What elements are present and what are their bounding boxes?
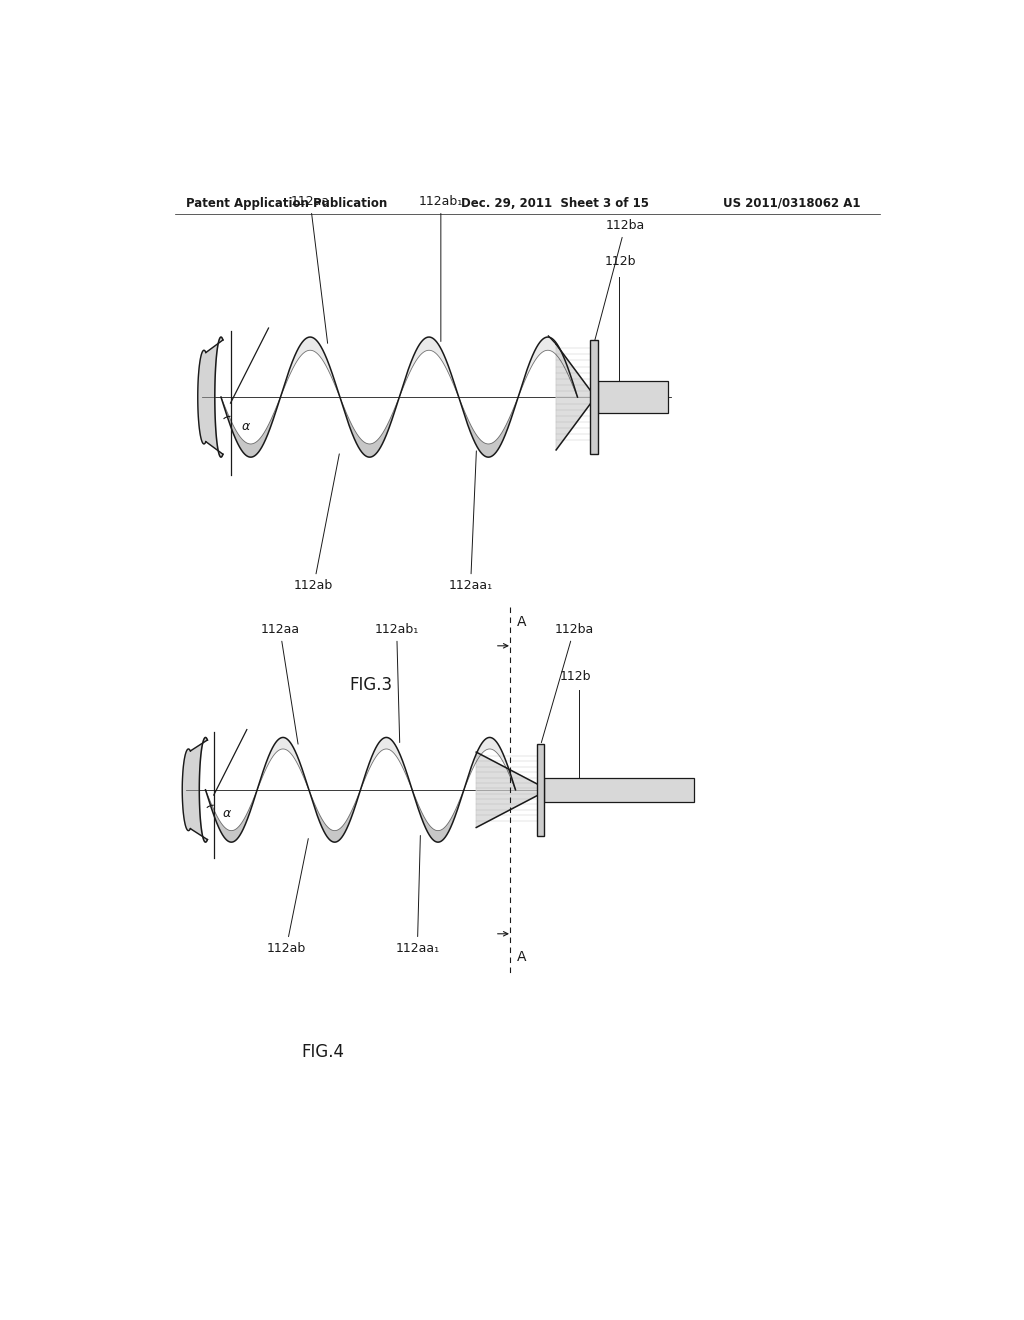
Polygon shape <box>518 337 578 397</box>
Text: 112ba: 112ba <box>595 219 645 341</box>
Polygon shape <box>399 337 459 397</box>
Text: A: A <box>516 615 526 630</box>
Polygon shape <box>556 345 592 450</box>
Polygon shape <box>476 752 539 828</box>
Text: 112ba: 112ba <box>542 623 594 743</box>
Text: α: α <box>242 420 250 433</box>
Text: α: α <box>223 807 231 820</box>
Polygon shape <box>281 337 340 397</box>
Polygon shape <box>198 337 223 457</box>
Polygon shape <box>182 738 208 842</box>
Bar <box>537 743 545 836</box>
Text: A: A <box>516 950 526 965</box>
Polygon shape <box>340 397 399 457</box>
Bar <box>545 777 693 801</box>
Polygon shape <box>309 789 360 842</box>
Polygon shape <box>360 738 413 789</box>
Polygon shape <box>257 738 309 789</box>
Text: US 2011/0318062 A1: US 2011/0318062 A1 <box>723 197 860 210</box>
Text: 112ab: 112ab <box>266 838 308 956</box>
Text: FIG.4: FIG.4 <box>302 1043 345 1060</box>
Polygon shape <box>206 789 257 842</box>
Text: FIG.3: FIG.3 <box>349 676 392 694</box>
Text: 112ab: 112ab <box>294 454 339 593</box>
Text: 112b: 112b <box>560 669 592 682</box>
Polygon shape <box>413 789 464 842</box>
Text: Dec. 29, 2011  Sheet 3 of 15: Dec. 29, 2011 Sheet 3 of 15 <box>461 197 649 210</box>
Bar <box>598 381 668 413</box>
Bar <box>590 341 598 454</box>
Polygon shape <box>464 738 515 789</box>
Text: 112aa: 112aa <box>260 623 299 744</box>
Text: 112aa₁: 112aa₁ <box>395 836 439 956</box>
Text: 112ab₁: 112ab₁ <box>419 195 463 342</box>
Polygon shape <box>221 397 281 457</box>
Polygon shape <box>459 397 518 457</box>
Text: Patent Application Publication: Patent Application Publication <box>186 197 387 210</box>
Text: 112aa: 112aa <box>291 195 330 343</box>
Text: 112b: 112b <box>605 255 637 268</box>
Text: 112ab₁: 112ab₁ <box>375 623 419 743</box>
Text: 112aa₁: 112aa₁ <box>449 451 493 593</box>
